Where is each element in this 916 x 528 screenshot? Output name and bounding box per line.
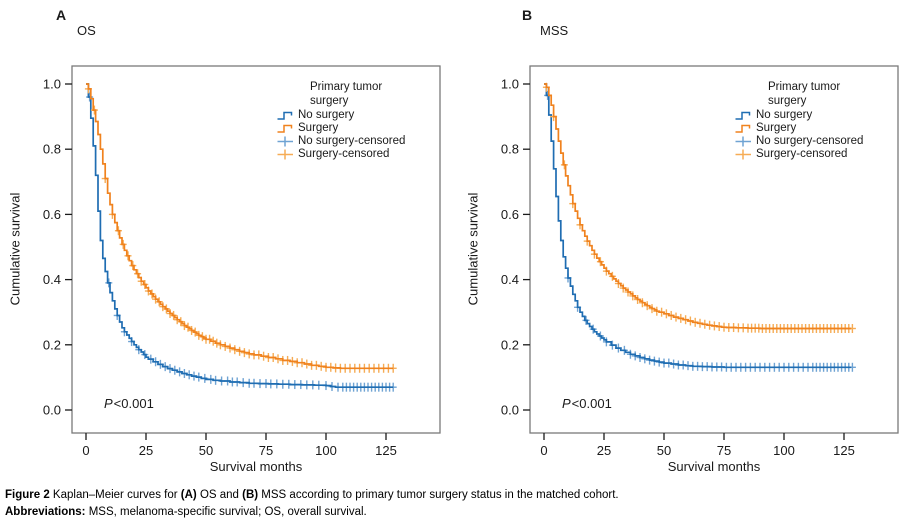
plot-frame (71, 65, 441, 434)
y-tick-label: 0.0 (43, 403, 61, 418)
y-tick-label: 0.2 (43, 337, 61, 352)
y-tick-label: 1.0 (501, 77, 519, 92)
no-surgery-step-marker-icon (277, 109, 294, 122)
x-tick-label: 50 (657, 443, 671, 458)
legend-item-no-surgery-censored: No surgery-censored (735, 135, 863, 148)
x-tick-label: 25 (597, 443, 611, 458)
legend-item-surgery-censored: Surgery-censored (277, 148, 405, 161)
km-plot-mss: 0 25 50 75 100 125 0.0 0.2 0.4 0.6 0.8 1.0 (501, 65, 899, 458)
no-surgery-censor-marker-icon (277, 135, 294, 148)
x-tick-label: 100 (773, 443, 795, 458)
x-tick-label: 100 (315, 443, 337, 458)
legend-item-surgery: Surgery (735, 122, 863, 135)
x-tick-label: 75 (717, 443, 731, 458)
legend: Primary tumor surgery No surgery Surgery… (277, 80, 405, 161)
surgery-censor-marker-icon (735, 148, 752, 161)
y-axis-title: Cumulative survival (7, 192, 23, 306)
panel-mss: B MSS 0 25 50 75 100 125 0.0 0.2 0.4 0.6 0.8 1.0 Cu… (458, 0, 916, 485)
x-tick-label: 125 (375, 443, 397, 458)
p-label: P (562, 396, 571, 411)
x-tick-label: 0 (540, 443, 547, 458)
legend-item-no-surgery: No surgery (277, 109, 405, 122)
km-curve-no_surgery (86, 83, 394, 389)
p-value: <0.001 (113, 396, 154, 411)
x-axis-title: Survival months (667, 459, 761, 474)
y-tick-label: 0.4 (501, 272, 519, 287)
panel-letter-a: A (56, 7, 67, 23)
km-plot-os: 0 25 50 75 100 125 0.0 0.2 0.4 0.6 0.8 1.0 (43, 65, 441, 458)
legend-item-no-surgery: No surgery (735, 109, 863, 122)
km-curve-surgery (544, 83, 852, 330)
y-tick-label: 0.2 (501, 337, 519, 352)
y-tick-label: 0.6 (501, 207, 519, 222)
x-tick-label: 75 (259, 443, 273, 458)
legend-title: Primary tumor surgery (768, 81, 841, 108)
surgery-censor-marker-icon (277, 148, 294, 161)
y-tick-label: 0.0 (501, 403, 519, 418)
y-tick-label: 0.6 (43, 207, 61, 222)
surgery-step-marker-icon (735, 122, 752, 135)
no-surgery-step-marker-icon (735, 109, 752, 122)
p-value-annotation: P<0.001 (104, 396, 154, 411)
p-value-annotation: P<0.001 (562, 396, 612, 411)
caption-line-2: Abbreviations: MSS, melanoma-specific su… (5, 506, 367, 519)
figure-caption: Figure 2 Kaplan–Meier curves for (A) OS … (5, 487, 910, 522)
km-curve-no_surgery (544, 83, 852, 369)
y-axis-title: Cumulative survival (465, 192, 481, 306)
p-label: P (104, 396, 113, 411)
y-tick-label: 0.4 (43, 272, 61, 287)
y-tick-label: 1.0 (43, 77, 61, 92)
surgery-step-marker-icon (277, 122, 294, 135)
panel-title-mss: MSS (540, 23, 569, 38)
panel-title-os: OS (77, 23, 96, 38)
y-tick-label: 0.8 (501, 142, 519, 157)
legend-item-surgery: Surgery (277, 122, 405, 135)
panel-os: A OS 0 25 50 75 100 125 0.0 0.2 0.4 0.6 0.8 1.0 Cum… (0, 0, 458, 485)
y-tick-label: 0.8 (43, 142, 61, 157)
x-tick-label: 125 (833, 443, 855, 458)
legend: Primary tumor surgery No surgery Surgery… (735, 80, 863, 161)
legend-item-surgery-censored: Surgery-censored (735, 148, 863, 161)
panel-letter-b: B (522, 7, 533, 23)
x-axis-title: Survival months (209, 459, 303, 474)
km-curve-surgery (86, 83, 394, 370)
x-tick-label: 25 (139, 443, 153, 458)
x-tick-label: 0 (82, 443, 89, 458)
caption-line-1: Figure 2 Kaplan–Meier curves for (A) OS … (5, 489, 619, 501)
x-tick-label: 50 (199, 443, 213, 458)
p-value: <0.001 (571, 396, 612, 411)
legend-item-no-surgery-censored: No surgery-censored (277, 135, 405, 148)
plot-frame (529, 65, 899, 434)
legend-title: Primary tumor surgery (310, 81, 383, 108)
no-surgery-censor-marker-icon (735, 135, 752, 148)
